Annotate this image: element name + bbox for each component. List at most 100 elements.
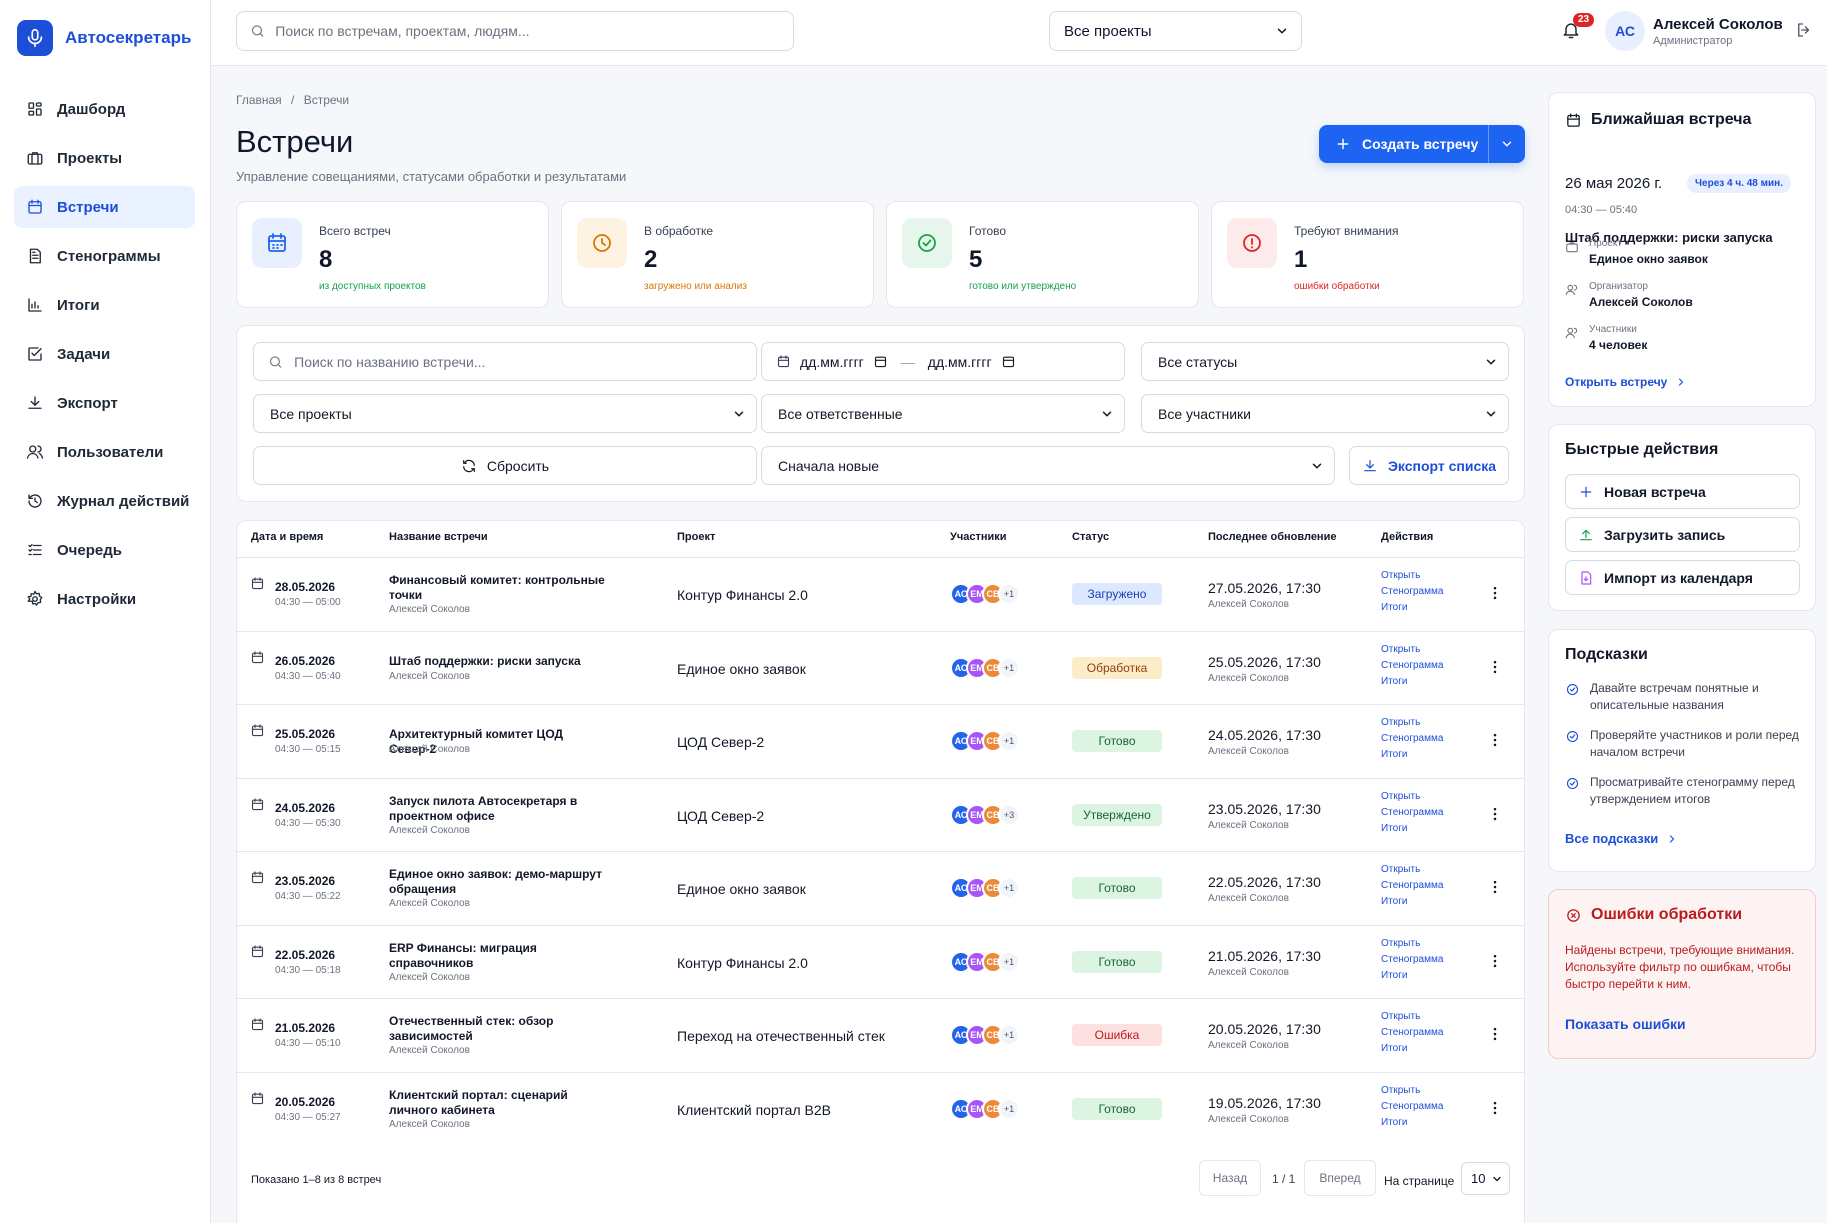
calendar-picker-icon[interactable] bbox=[1001, 354, 1016, 369]
results-link[interactable]: Итоги bbox=[1381, 749, 1408, 760]
transcript-link[interactable]: Стенограмма bbox=[1381, 659, 1444, 671]
results-link[interactable]: Итоги bbox=[1381, 602, 1408, 613]
transcript-link[interactable]: Стенограмма bbox=[1381, 953, 1444, 965]
open-link[interactable]: Открыть bbox=[1381, 790, 1421, 802]
column-header-project[interactable]: Проект bbox=[677, 531, 716, 543]
user-avatar[interactable]: АС bbox=[1605, 11, 1645, 51]
column-header-title[interactable]: Название встречи bbox=[389, 531, 488, 543]
more-vertical-icon[interactable] bbox=[1486, 584, 1504, 602]
create-meeting-main[interactable]: Создать встречу bbox=[1319, 136, 1488, 152]
participants-select[interactable]: Все участники bbox=[1141, 394, 1509, 433]
more-vertical-icon[interactable] bbox=[1486, 805, 1504, 823]
meeting-search-input[interactable] bbox=[294, 353, 756, 370]
more-vertical-icon[interactable] bbox=[1486, 952, 1504, 970]
meeting-search[interactable] bbox=[253, 342, 757, 381]
results-link[interactable]: Итоги bbox=[1381, 1043, 1408, 1054]
sidebar-item-projects[interactable]: Проекты bbox=[14, 137, 195, 179]
meeting-title[interactable]: ERP Финансы: миграция справочников bbox=[389, 940, 537, 970]
reset-filters-button[interactable]: Сбросить bbox=[253, 446, 757, 485]
open-link[interactable]: Открыть bbox=[1381, 937, 1421, 949]
more-vertical-icon[interactable] bbox=[1486, 658, 1504, 676]
per-page-select[interactable]: 10 bbox=[1461, 1162, 1510, 1195]
results-link[interactable]: Итоги bbox=[1381, 675, 1408, 687]
table-row[interactable]: 26.05.2026 04:30 — 05:40 Штаб поддержки: р… bbox=[237, 630, 1524, 704]
meeting-title[interactable]: Отечественный стек: обзор зависимостей bbox=[389, 1014, 554, 1043]
export-list-button[interactable]: Экспорт списка bbox=[1349, 446, 1509, 485]
transcript-link[interactable]: Стенограмма bbox=[1381, 880, 1444, 891]
meeting-title[interactable]: Штаб поддержки: риски запуска bbox=[389, 653, 581, 668]
more-participants[interactable]: +1 bbox=[998, 1024, 1020, 1046]
more-participants[interactable]: +3 bbox=[998, 803, 1020, 826]
more-vertical-icon[interactable] bbox=[1486, 731, 1504, 749]
date-to[interactable]: дд.мм.гггг bbox=[927, 353, 992, 370]
sidebar-item-dashboard[interactable]: Дашборд bbox=[14, 88, 195, 130]
results-link[interactable]: Итоги bbox=[1381, 896, 1408, 907]
next-page-button[interactable]: Вперед bbox=[1304, 1160, 1376, 1196]
create-meeting-button[interactable]: Создать встречу bbox=[1319, 125, 1525, 163]
open-link[interactable]: Открыть bbox=[1381, 864, 1421, 875]
open-link[interactable]: Открыть bbox=[1381, 570, 1421, 581]
prev-page-button[interactable]: Назад bbox=[1199, 1160, 1261, 1196]
global-search[interactable] bbox=[236, 11, 794, 51]
import-calendar-button[interactable]: Импорт из календаря bbox=[1565, 560, 1800, 595]
meeting-title[interactable]: Единое окно заявок: демо-маршрут обращен… bbox=[389, 867, 602, 896]
sidebar-item-tasks[interactable]: Задачи bbox=[14, 333, 195, 375]
global-search-input[interactable] bbox=[275, 23, 793, 39]
project-filter-select[interactable]: Все проекты bbox=[253, 394, 757, 433]
sort-select[interactable]: Сначала новые bbox=[761, 446, 1335, 485]
logout-button[interactable] bbox=[1795, 21, 1813, 39]
more-vertical-icon[interactable] bbox=[1486, 1099, 1504, 1117]
sidebar-item-results[interactable]: Итоги bbox=[14, 284, 195, 326]
table-row[interactable]: 22.05.2026 04:30 — 05:18 ERP Финансы: мигр… bbox=[237, 924, 1524, 998]
responsible-select[interactable]: Все ответственные bbox=[761, 394, 1125, 433]
status-select[interactable]: Все статусы bbox=[1141, 342, 1509, 381]
more-participants[interactable]: +1 bbox=[998, 583, 1020, 605]
more-participants[interactable]: +1 bbox=[998, 656, 1020, 679]
sidebar-item-settings[interactable]: Настройки bbox=[14, 578, 195, 620]
transcript-link[interactable]: Стенограмма bbox=[1381, 1100, 1444, 1112]
all-tips-link[interactable]: Все подсказки bbox=[1565, 831, 1678, 846]
sidebar-item-activity-log[interactable]: Журнал действий bbox=[14, 480, 195, 522]
sidebar-item-export[interactable]: Экспорт bbox=[14, 382, 195, 424]
more-vertical-icon[interactable] bbox=[1486, 878, 1504, 896]
open-meeting-link[interactable]: Открыть встречу bbox=[1565, 375, 1687, 389]
create-meeting-dropdown[interactable] bbox=[1488, 125, 1525, 163]
sidebar-item-users[interactable]: Пользователи bbox=[14, 431, 195, 473]
table-row[interactable]: 23.05.2026 04:30 — 05:22 Единое окно заяво… bbox=[237, 851, 1524, 924]
more-participants[interactable]: +1 bbox=[998, 877, 1020, 899]
column-header-updated[interactable]: Последнее обновление bbox=[1208, 531, 1337, 543]
meeting-title[interactable]: Запуск пилота Автосекретаря в проектном … bbox=[389, 793, 578, 823]
meeting-title[interactable]: Клиентский портал: сценарий личного каби… bbox=[389, 1087, 568, 1117]
open-link[interactable]: Открыть bbox=[1381, 643, 1421, 655]
column-header-status[interactable]: Статус bbox=[1072, 531, 1110, 543]
table-row[interactable]: 24.05.2026 04:30 — 05:30 Запуск пилота Авт… bbox=[237, 777, 1524, 851]
sidebar-item-meetings[interactable]: Встречи bbox=[14, 186, 195, 228]
results-link[interactable]: Итоги bbox=[1381, 1116, 1408, 1128]
sidebar-item-queue[interactable]: Очередь bbox=[14, 529, 195, 571]
open-link[interactable]: Открыть bbox=[1381, 1011, 1421, 1022]
app-logo[interactable]: Автосекретарь bbox=[17, 20, 191, 56]
table-row[interactable]: 25.05.2026 04:30 — 05:15 Архитектурный ком… bbox=[237, 704, 1524, 777]
meeting-title[interactable]: Архитектурный комитет ЦОД Север-2 bbox=[389, 727, 564, 756]
calendar-picker-icon[interactable] bbox=[873, 354, 888, 369]
column-header-participants[interactable]: Участники bbox=[950, 531, 1007, 543]
transcript-link[interactable]: Стенограмма bbox=[1381, 733, 1444, 744]
more-participants[interactable]: +1 bbox=[998, 950, 1020, 973]
open-link[interactable]: Открыть bbox=[1381, 717, 1421, 728]
breadcrumb-home[interactable]: Главная bbox=[236, 93, 282, 107]
upload-recording-button[interactable]: Загрузить запись bbox=[1565, 517, 1800, 552]
new-meeting-button[interactable]: Новая встреча bbox=[1565, 474, 1800, 509]
notifications-button[interactable]: 23 bbox=[1561, 13, 1595, 40]
more-participants[interactable]: +1 bbox=[998, 730, 1020, 752]
column-header-datetime[interactable]: Дата и время bbox=[251, 531, 324, 543]
table-row[interactable]: 21.05.2026 04:30 — 05:10 Отечественный сте… bbox=[237, 998, 1524, 1071]
more-vertical-icon[interactable] bbox=[1486, 1025, 1504, 1043]
transcript-link[interactable]: Стенограмма bbox=[1381, 586, 1444, 597]
meeting-title[interactable]: Финансовый комитет: контрольные точки bbox=[389, 573, 605, 602]
sidebar-item-transcripts[interactable]: Стенограммы bbox=[14, 235, 195, 277]
more-participants[interactable]: +1 bbox=[998, 1097, 1020, 1120]
show-errors-link[interactable]: Показать ошибки bbox=[1565, 1016, 1686, 1032]
transcript-link[interactable]: Стенограмма bbox=[1381, 806, 1444, 818]
results-link[interactable]: Итоги bbox=[1381, 822, 1408, 834]
open-link[interactable]: Открыть bbox=[1381, 1084, 1421, 1096]
